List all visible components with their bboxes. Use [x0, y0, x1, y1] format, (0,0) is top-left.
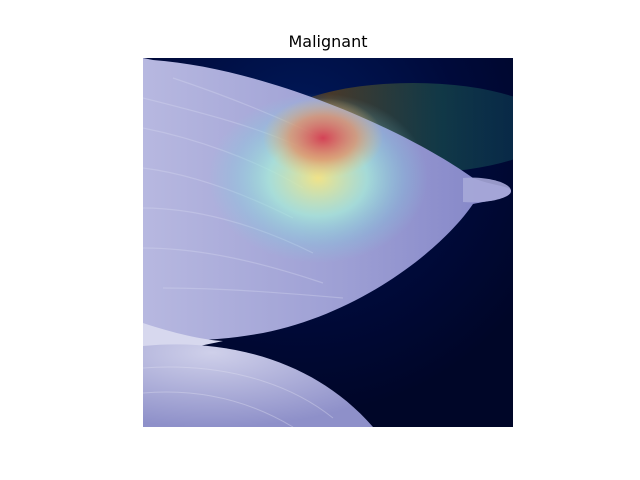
- figure-title: Malignant: [288, 32, 368, 51]
- mammogram-heatmap-image: [143, 58, 513, 427]
- mammogram-image: [143, 58, 513, 427]
